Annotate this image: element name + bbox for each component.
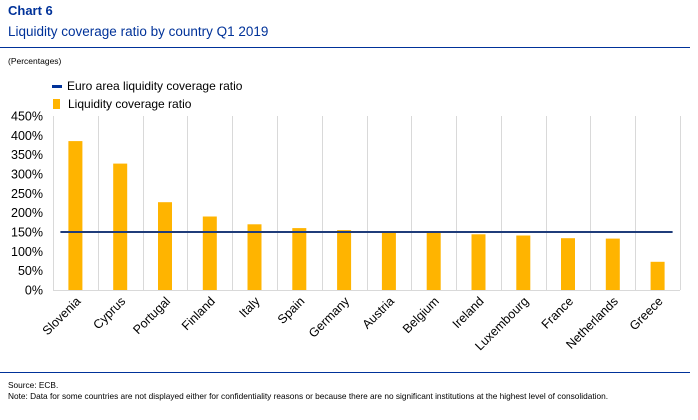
x-tick-label-ireland: Ireland (450, 294, 487, 331)
units-label: (Percentages) (8, 56, 62, 66)
bar-france (561, 238, 575, 290)
x-tick-label-austria: Austria (360, 294, 397, 331)
bar-netherlands (605, 238, 620, 290)
x-tick-label-spain: Spain (275, 294, 308, 327)
bar-belgium (426, 232, 441, 290)
y-tick-label: 250% (11, 187, 43, 201)
legend-item-lcr: Liquidity coverage ratio (52, 95, 242, 113)
chart-label: Chart 6 (8, 3, 53, 18)
y-tick-label: 100% (11, 245, 43, 259)
bottom-rule (0, 372, 690, 373)
x-tick-label-finland: Finland (179, 294, 218, 333)
bar-layer (68, 141, 665, 290)
bar-finland (202, 216, 217, 290)
x-tick-label-cyprus: Cyprus (90, 294, 128, 332)
top-rule (0, 47, 690, 48)
x-tick-label-germany: Germany (306, 294, 353, 341)
bar-slovenia (68, 141, 83, 290)
bar-ireland (471, 234, 486, 290)
legend-bar-swatch (53, 99, 60, 109)
x-tick-labels: Slovenia Cyprus Portugal Finland Italy SpainG… (40, 294, 666, 354)
bar-luxembourg (516, 235, 531, 290)
bar-spain (292, 228, 307, 290)
y-tick-label: 400% (11, 129, 43, 143)
y-tick-label: 50% (18, 264, 43, 278)
legend-item-euro-area: Euro area liquidity coverage ratio (52, 77, 242, 95)
legend-label-euro-area: Euro area liquidity coverage ratio (67, 79, 243, 93)
y-tick-label: 200% (11, 206, 43, 220)
y-tick-label: 350% (11, 148, 43, 162)
x-tick-label-france: France (539, 294, 576, 331)
y-tick-label: 0% (25, 284, 43, 298)
legend: Euro area liquidity coverage ratio Liqui… (52, 77, 242, 113)
footer-note: Note: Data for some countries are not di… (8, 391, 609, 401)
footer-source: Source: ECB. (8, 380, 59, 390)
legend-line-swatch (52, 84, 62, 88)
grid-layer (53, 116, 681, 291)
y-tick-label: 450% (11, 110, 43, 124)
y-tick-label: 300% (11, 168, 43, 182)
bar-austria (381, 231, 396, 290)
bar-italy (247, 224, 262, 290)
legend-label-lcr: Liquidity coverage ratio (68, 97, 192, 111)
x-tick-label-portugal: Portugal (130, 294, 173, 337)
x-tick-label-slovenia: Slovenia (40, 294, 84, 338)
x-tick-label-belgium: Belgium (400, 294, 442, 336)
bar-portugal (158, 202, 172, 290)
y-tick-labels: 0% 50% 100% 150% 200% 250% 300% 350% 400% 450% (11, 110, 43, 298)
chart-title: Liquidity coverage ratio by country Q1 2… (8, 24, 269, 39)
x-tick-label-italy: Italy (237, 294, 264, 321)
x-tick-label-greece: Greece (627, 294, 666, 333)
bar-cyprus (113, 163, 128, 290)
bar-greece (650, 261, 665, 290)
bar-germany (337, 230, 352, 290)
y-tick-label: 150% (11, 226, 43, 240)
